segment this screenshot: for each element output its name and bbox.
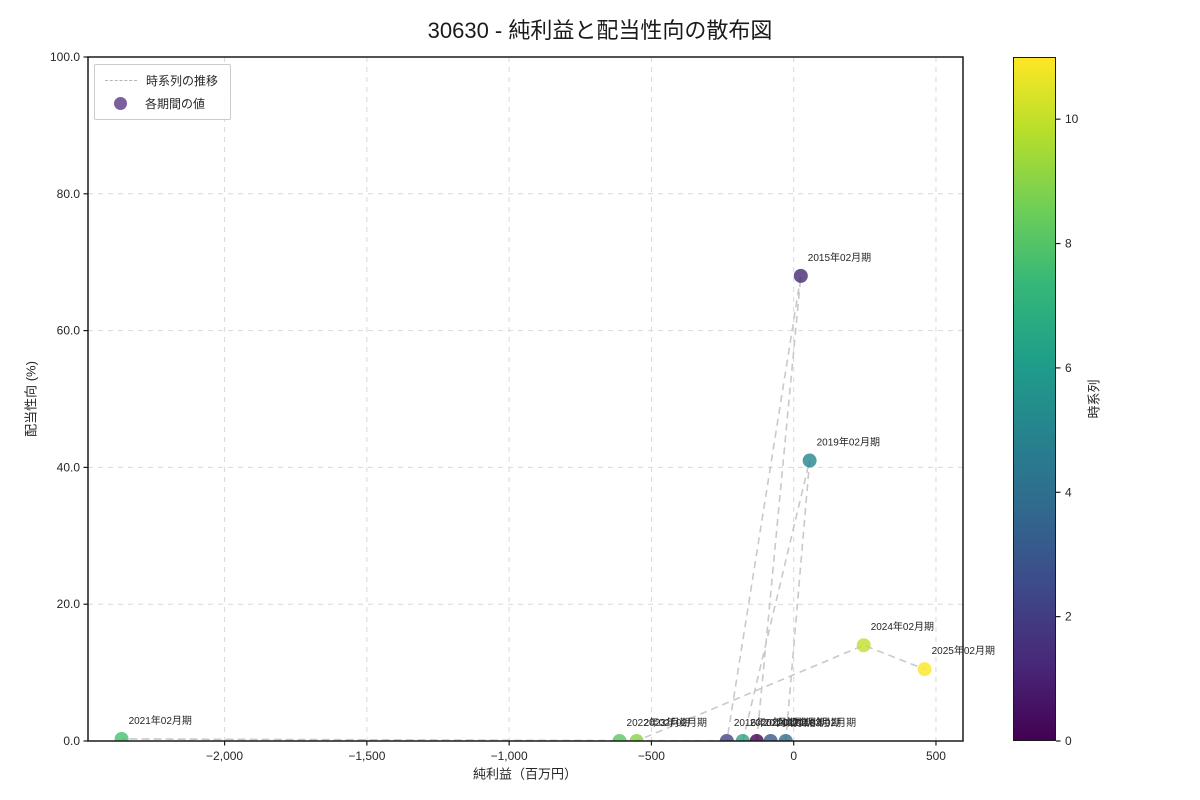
colorbar-label: 時系列 <box>1086 379 1102 419</box>
point-label: 2015年02月期 <box>808 251 871 264</box>
dashed-line-icon <box>105 80 137 81</box>
colorbar-tick-label: 8 <box>1065 237 1072 251</box>
y-tick-label: 60.0 <box>57 324 81 338</box>
data-point <box>114 731 129 741</box>
data-point <box>917 662 932 677</box>
point-label: 2014年02月期 <box>764 716 827 729</box>
point-label: 2017年02月期 <box>778 716 841 729</box>
chart-title: 30630 - 純利益と配当性向の散布図 <box>427 18 773 43</box>
legend-item-trajectory: 時系列の推移 <box>105 72 218 89</box>
data-point <box>793 268 808 283</box>
axes-border <box>87 56 964 742</box>
data-point <box>763 734 778 741</box>
legend: 時系列の推移 各期間の値 <box>94 64 232 120</box>
point-label: 2016年02月期 <box>734 716 797 729</box>
x-tick-label: −2,000 <box>206 749 243 763</box>
legend-label-trajectory: 時系列の推移 <box>146 74 219 88</box>
point-label: 2024年02月期 <box>871 620 934 633</box>
data-point <box>719 734 734 741</box>
colorbar <box>1013 57 1056 741</box>
data-point <box>856 638 871 653</box>
point-label: 2025年02月期 <box>932 644 995 657</box>
data-point <box>778 734 793 741</box>
colorbar-tick-label: 6 <box>1065 361 1072 375</box>
data-point <box>629 734 644 741</box>
data-point <box>749 734 764 741</box>
data-point <box>735 734 750 741</box>
point-label: 2021年02月期 <box>129 714 192 727</box>
x-axis-label: 純利益（百万円） <box>472 766 578 782</box>
data-point <box>802 453 817 468</box>
x-tick-label: −500 <box>638 749 665 763</box>
point-label: 2023年02月期 <box>644 716 707 729</box>
y-axis-label: 配当性向 (%) <box>23 361 39 437</box>
trajectory-line <box>121 275 925 741</box>
colorbar-tick-label: 10 <box>1065 112 1079 126</box>
colorbar-tick-label: 2 <box>1065 610 1072 624</box>
y-tick-label: 20.0 <box>57 597 81 611</box>
legend-label-marker: 各期間の値 <box>145 97 206 111</box>
y-tick-label: 0.0 <box>63 734 80 748</box>
legend-item-marker: 各期間の値 <box>105 95 218 112</box>
x-tick-label: 0 <box>790 749 797 763</box>
x-tick-label: −1,500 <box>348 749 385 763</box>
x-tick-label: −1,000 <box>491 749 528 763</box>
x-tick-label: 500 <box>926 749 946 763</box>
point-label: 2020年02月期 <box>750 716 813 729</box>
y-tick-label: 80.0 <box>57 187 81 201</box>
y-tick-label: 100.0 <box>50 50 80 64</box>
y-tick-label: 40.0 <box>57 460 81 474</box>
colorbar-tick-label: 0 <box>1065 734 1072 748</box>
point-label: 2018年02月期 <box>793 716 856 729</box>
point-label: 2022年02月期 <box>627 716 690 729</box>
data-point <box>612 734 627 741</box>
colorbar-tick-label: 4 <box>1065 485 1072 499</box>
marker-dot-icon <box>114 97 127 110</box>
point-label: 2019年02月期 <box>817 436 880 449</box>
